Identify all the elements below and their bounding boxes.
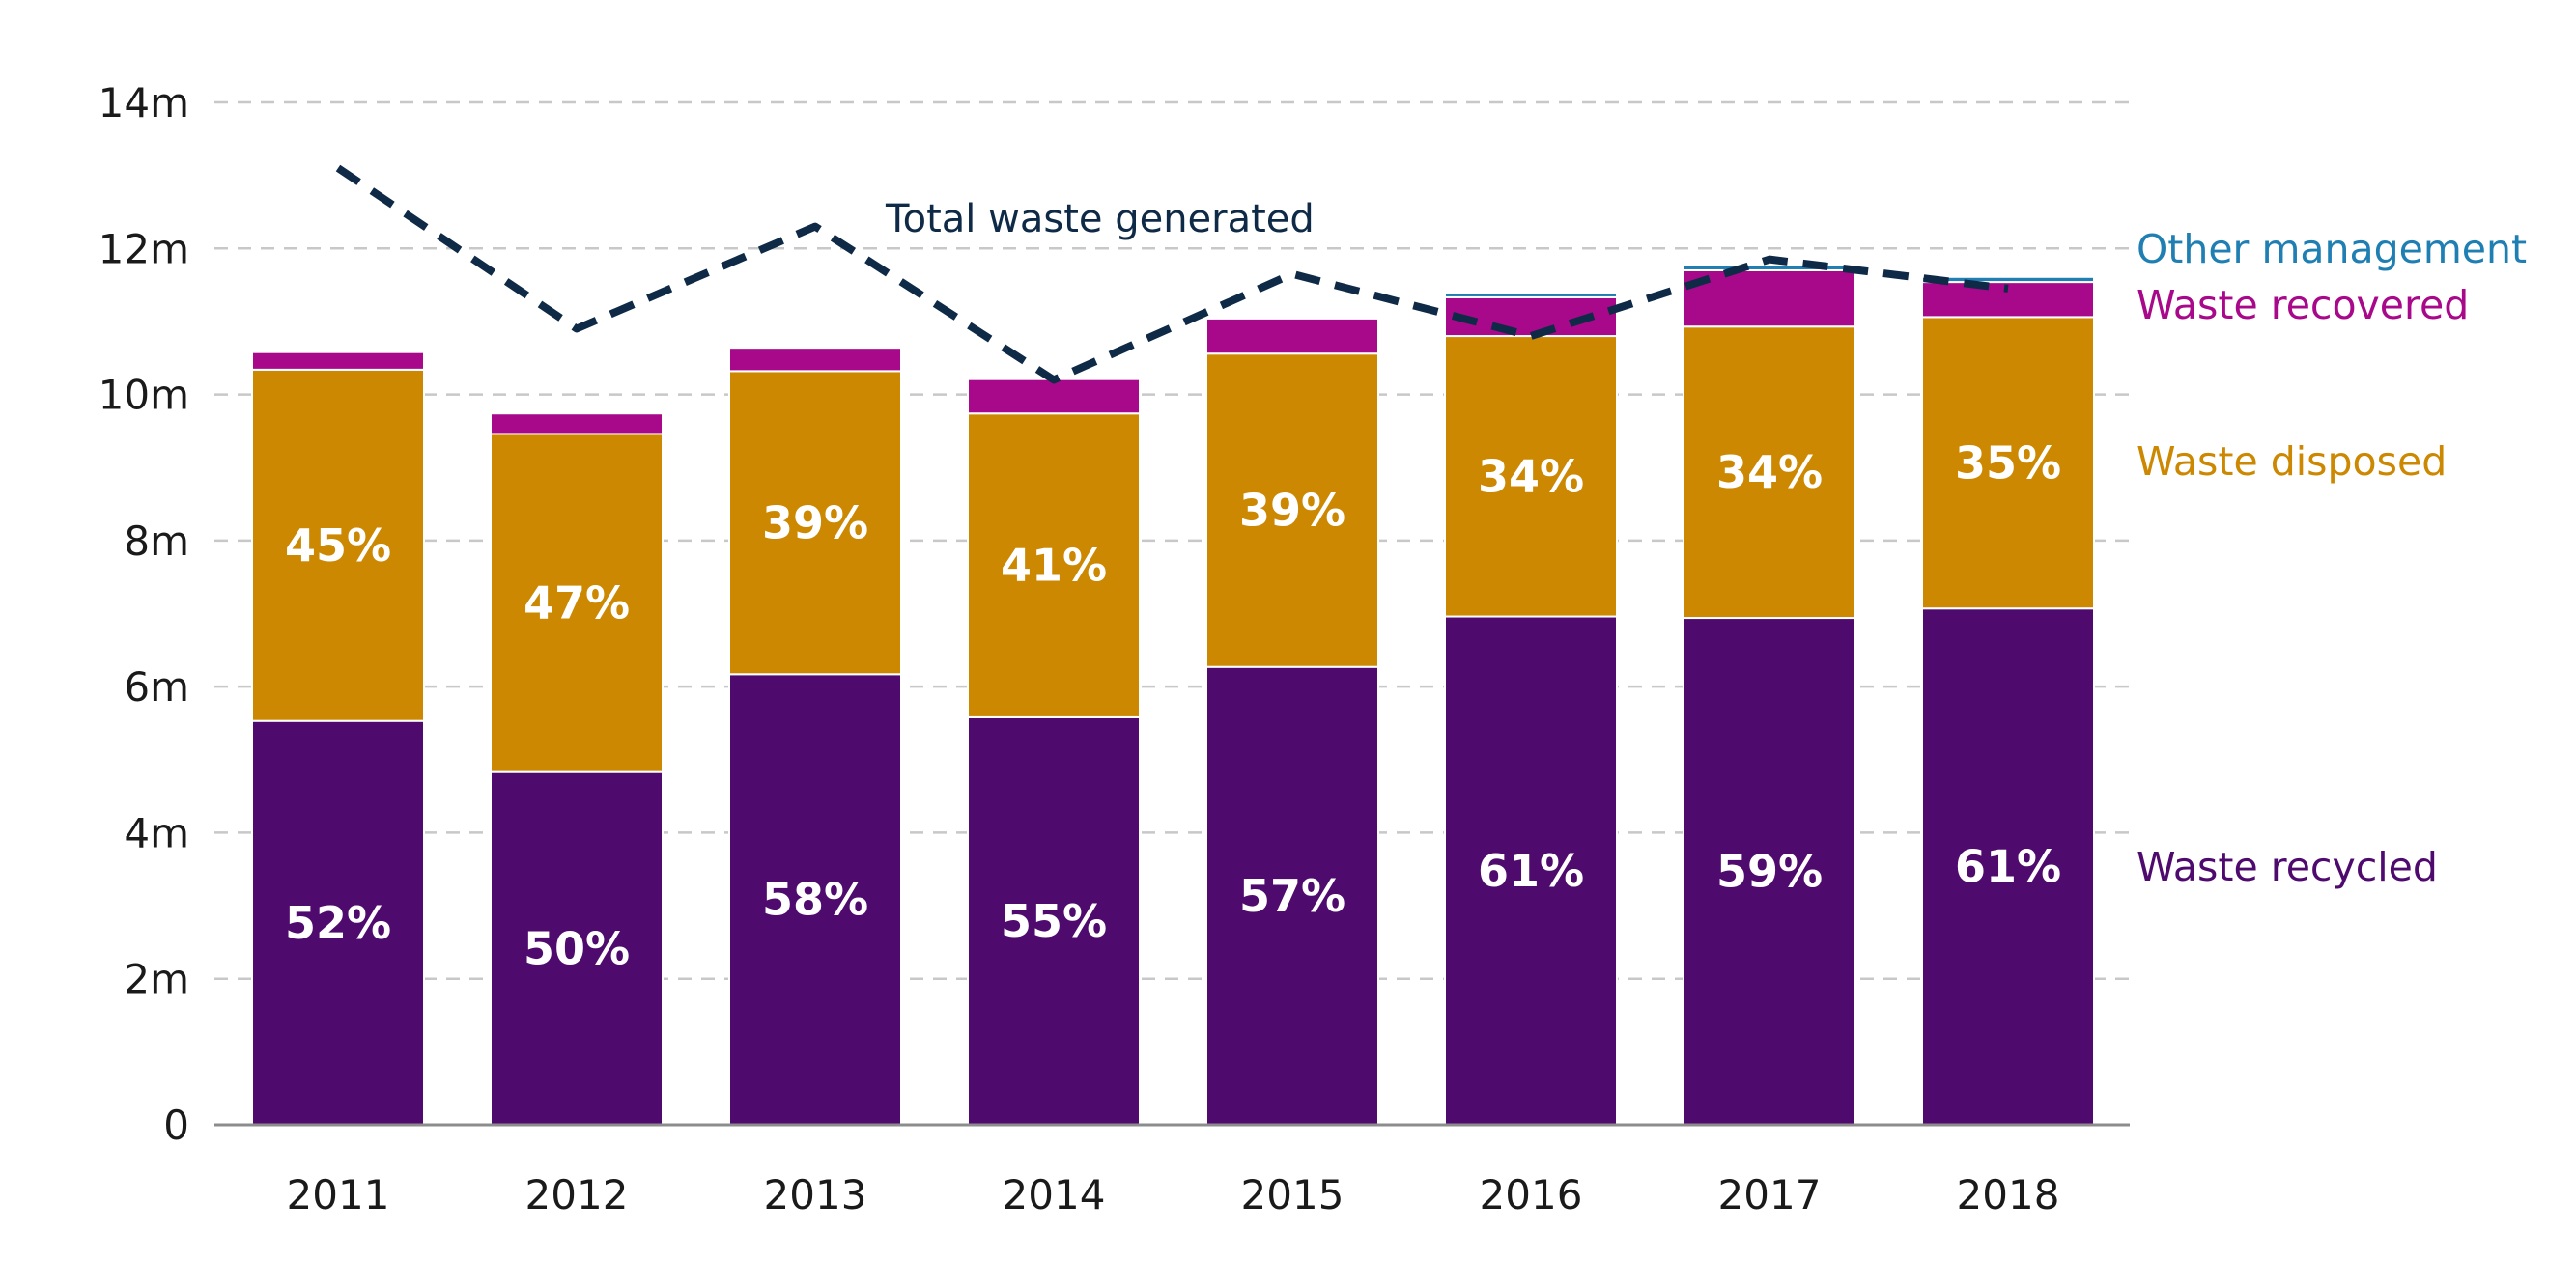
bar-label: 45% xyxy=(285,519,391,572)
y-tick-label: 2m xyxy=(124,956,189,1003)
bar-segment xyxy=(1921,607,2095,1126)
bar-segment xyxy=(1921,275,2095,284)
bar-label: 58% xyxy=(762,874,868,926)
bar-segment xyxy=(728,370,902,676)
y-tick-label: 6m xyxy=(124,663,189,711)
bar-label: 34% xyxy=(1716,446,1823,498)
bar-segment xyxy=(1444,292,1618,298)
x-tick-label: 2015 xyxy=(1241,1171,1345,1218)
gridlines xyxy=(214,100,2130,980)
total-line-label: Total waste generated xyxy=(885,197,1315,241)
series-labels: Waste recycled Waste disposed Waste recove… xyxy=(2137,226,2527,890)
bar-segment xyxy=(1683,264,1856,271)
total-line: Total waste generated xyxy=(335,164,2009,384)
bar-segment xyxy=(251,350,425,371)
bar-label: 57% xyxy=(1239,870,1345,922)
bar-label: 50% xyxy=(524,922,630,974)
bar-segment xyxy=(490,770,664,1127)
bar-label: 41% xyxy=(1001,540,1107,592)
series-label: Other management xyxy=(2137,226,2527,272)
bar-segment xyxy=(1683,325,1856,620)
x-tick-label: 2016 xyxy=(1480,1171,1583,1218)
bar-segment xyxy=(1444,615,1618,1126)
bar-segment xyxy=(251,368,425,722)
bar-segment xyxy=(967,378,1141,415)
bar-label: 39% xyxy=(762,496,868,548)
x-tick-label: 2013 xyxy=(764,1171,867,1218)
bar-label: 61% xyxy=(1955,841,2061,893)
series-label: Waste recovered xyxy=(2137,282,2469,328)
bar-segment xyxy=(1205,665,1379,1126)
bar-segment xyxy=(967,412,1141,718)
y-tick-label: 12m xyxy=(99,225,189,272)
y-tick-label: 14m xyxy=(99,79,189,126)
bar-label: 59% xyxy=(1716,846,1823,898)
y-axis-ticks: 0 2m 4m 6m 8m 10m 12m 14m xyxy=(99,79,189,1149)
bar-label: 52% xyxy=(285,897,391,949)
bar-segment xyxy=(967,715,1141,1126)
x-tick-label: 2017 xyxy=(1718,1171,1822,1218)
y-tick-label: 0 xyxy=(163,1102,189,1149)
x-tick-label: 2012 xyxy=(525,1171,629,1218)
bar-label: 34% xyxy=(1478,450,1584,502)
series-label: Waste disposed xyxy=(2137,438,2447,485)
y-tick-label: 4m xyxy=(124,809,189,856)
bar-segment xyxy=(490,433,664,773)
bar-label: 35% xyxy=(1955,436,2061,489)
x-tick-label: 2018 xyxy=(1957,1171,2060,1218)
x-axis-ticks: 2011 2012 2013 2014 2015 2016 2017 2018 xyxy=(287,1171,2060,1218)
x-tick-label: 2011 xyxy=(287,1171,390,1218)
bar-label: 39% xyxy=(1239,484,1345,536)
bar-segment xyxy=(1444,335,1618,618)
bar-segment xyxy=(1205,317,1379,355)
bar-label: 47% xyxy=(524,577,630,630)
bar-label: 55% xyxy=(1001,895,1107,947)
y-tick-label: 8m xyxy=(124,518,189,565)
bar-segment xyxy=(251,719,425,1126)
x-tick-label: 2014 xyxy=(1003,1171,1106,1218)
bar-segment xyxy=(728,347,902,373)
bar-segment xyxy=(490,412,664,435)
series-label: Waste recycled xyxy=(2137,844,2438,890)
bar-segment xyxy=(728,673,902,1126)
bars: 52% 45% 50% 47% 58% 39% 55% 41% 57% 39% 61% 34% 59% 3… xyxy=(251,264,2095,1127)
bar-segment xyxy=(1205,352,1379,668)
bar-label: 61% xyxy=(1478,845,1584,897)
y-tick-label: 10m xyxy=(99,372,189,419)
total-waste-line xyxy=(335,164,2009,384)
